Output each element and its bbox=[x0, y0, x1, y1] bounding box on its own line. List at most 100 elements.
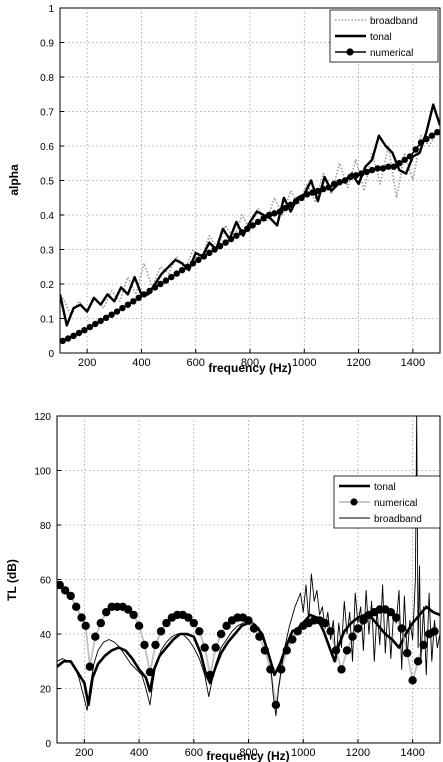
data-point-numerical bbox=[92, 320, 99, 328]
data-point-numerical bbox=[401, 156, 408, 163]
data-point-numerical bbox=[206, 249, 213, 257]
data-point-numerical bbox=[276, 208, 284, 215]
x-tick-label: 800 bbox=[241, 357, 259, 369]
data-point-numerical bbox=[81, 621, 90, 630]
data-point-numerical bbox=[271, 700, 281, 710]
data-point-numerical bbox=[390, 163, 398, 170]
x-tick-label: 1400 bbox=[400, 747, 424, 759]
data-point-numerical bbox=[200, 643, 209, 652]
data-point-numerical bbox=[293, 627, 302, 636]
data-point-numerical bbox=[151, 640, 160, 650]
data-point-numerical bbox=[91, 632, 100, 641]
data-point-numerical bbox=[184, 263, 191, 270]
y-tick-label: 0.7 bbox=[40, 108, 54, 119]
x-tick-label: 600 bbox=[185, 747, 203, 759]
data-point-numerical bbox=[108, 311, 115, 318]
alpha-y-axis-label: alpha bbox=[7, 164, 21, 196]
data-point-numerical bbox=[430, 627, 439, 636]
data-point-numerical bbox=[352, 172, 360, 179]
data-point-numerical bbox=[303, 191, 311, 198]
alpha-ticks: 200 400 600 800 1000 1200 1400 0 0.1 0.2 0.3 0.4 0.5… bbox=[40, 4, 425, 369]
data-point-numerical bbox=[140, 291, 148, 298]
data-point-numerical bbox=[347, 173, 354, 181]
data-point-numerical bbox=[244, 616, 253, 625]
data-point-numerical bbox=[288, 635, 297, 644]
legend-marker-numerical bbox=[350, 498, 358, 506]
x-tick-label: 200 bbox=[75, 747, 93, 759]
data-point-numerical bbox=[162, 618, 171, 628]
y-tick-label: 80 bbox=[40, 521, 52, 532]
x-tick-label: 400 bbox=[132, 357, 150, 369]
data-point-numerical bbox=[379, 165, 387, 172]
y-tick-label: 0 bbox=[48, 349, 54, 360]
data-point-numerical bbox=[145, 667, 155, 677]
data-point-numerical bbox=[255, 632, 264, 641]
y-tick-label: 0.9 bbox=[40, 39, 54, 50]
series-line-broadband bbox=[57, 416, 440, 717]
data-point-numerical bbox=[77, 613, 86, 622]
data-point-numerical bbox=[66, 591, 75, 601]
data-point-numerical bbox=[271, 210, 278, 217]
x-tick-label: 1200 bbox=[346, 357, 370, 369]
y-tick-label: 0 bbox=[45, 739, 51, 750]
x-tick-label: 600 bbox=[187, 357, 205, 369]
data-point-numerical bbox=[406, 153, 414, 160]
data-point-numerical bbox=[244, 225, 251, 232]
data-point-numerical bbox=[374, 165, 381, 172]
data-point-numerical bbox=[417, 139, 425, 146]
data-point-numerical bbox=[331, 646, 341, 655]
tl-x-axis-label: frequency (Hz) bbox=[206, 749, 289, 762]
data-point-numerical bbox=[265, 211, 273, 219]
legend-label-tonal: tonal bbox=[370, 32, 392, 43]
data-point-numerical bbox=[113, 308, 121, 315]
tl-series bbox=[57, 416, 440, 717]
data-point-numerical bbox=[385, 163, 392, 170]
data-point-numerical bbox=[124, 301, 132, 308]
alpha-legend: broadband tonal numerical bbox=[329, 9, 439, 63]
data-point-numerical bbox=[60, 586, 70, 595]
data-point-numerical bbox=[195, 627, 204, 636]
data-point-numerical bbox=[146, 287, 153, 295]
data-point-numerical bbox=[292, 198, 300, 205]
data-point-numerical bbox=[123, 605, 133, 614]
data-point-numerical bbox=[397, 624, 406, 633]
y-tick-label: 120 bbox=[34, 412, 51, 423]
data-point-numerical bbox=[330, 180, 338, 188]
tl-legend: tonal numerical broadband bbox=[333, 475, 441, 529]
data-point-numerical bbox=[211, 246, 218, 253]
tl-chart: 200 400 600 800 1000 1200 1400020406080100120 … bbox=[5, 412, 441, 762]
data-point-numerical bbox=[309, 189, 316, 196]
y-tick-label: 0.1 bbox=[40, 315, 54, 326]
data-point-numerical bbox=[396, 160, 403, 167]
x-tick-label: 1000 bbox=[292, 357, 316, 369]
data-point-numerical bbox=[81, 327, 88, 334]
data-point-numerical bbox=[363, 168, 370, 176]
data-point-numerical bbox=[129, 610, 138, 620]
data-point-numerical bbox=[260, 646, 270, 655]
data-point-numerical bbox=[325, 184, 332, 191]
data-point-numerical bbox=[57, 580, 64, 590]
data-point-numerical bbox=[102, 314, 110, 321]
data-point-numerical bbox=[189, 618, 198, 628]
data-point-numerical bbox=[282, 204, 289, 212]
data-point-numerical bbox=[97, 317, 104, 325]
data-point-numerical bbox=[211, 643, 220, 652]
data-point-numerical bbox=[216, 629, 226, 639]
data-point-numerical bbox=[200, 253, 208, 260]
data-point-numerical bbox=[336, 179, 343, 186]
data-point-numerical bbox=[72, 602, 81, 611]
data-point-numerical bbox=[85, 662, 95, 671]
data-point-numerical bbox=[249, 624, 259, 633]
data-point-numerical bbox=[314, 187, 322, 195]
data-point-numerical bbox=[168, 273, 175, 281]
data-point-numerical bbox=[341, 177, 349, 184]
data-point-numerical bbox=[326, 627, 335, 636]
data-point-numerical bbox=[403, 648, 412, 658]
tl-y-axis-label: TL (dB) bbox=[5, 559, 19, 601]
alpha-chart: 200 400 600 800 1000 1200 1400 0 0.1 0.2 0.3 0.4 0.5… bbox=[7, 4, 441, 375]
data-point-numerical bbox=[206, 670, 215, 680]
data-point-numerical bbox=[134, 621, 144, 630]
data-point-numerical bbox=[419, 640, 428, 650]
data-point-numerical bbox=[287, 201, 294, 208]
